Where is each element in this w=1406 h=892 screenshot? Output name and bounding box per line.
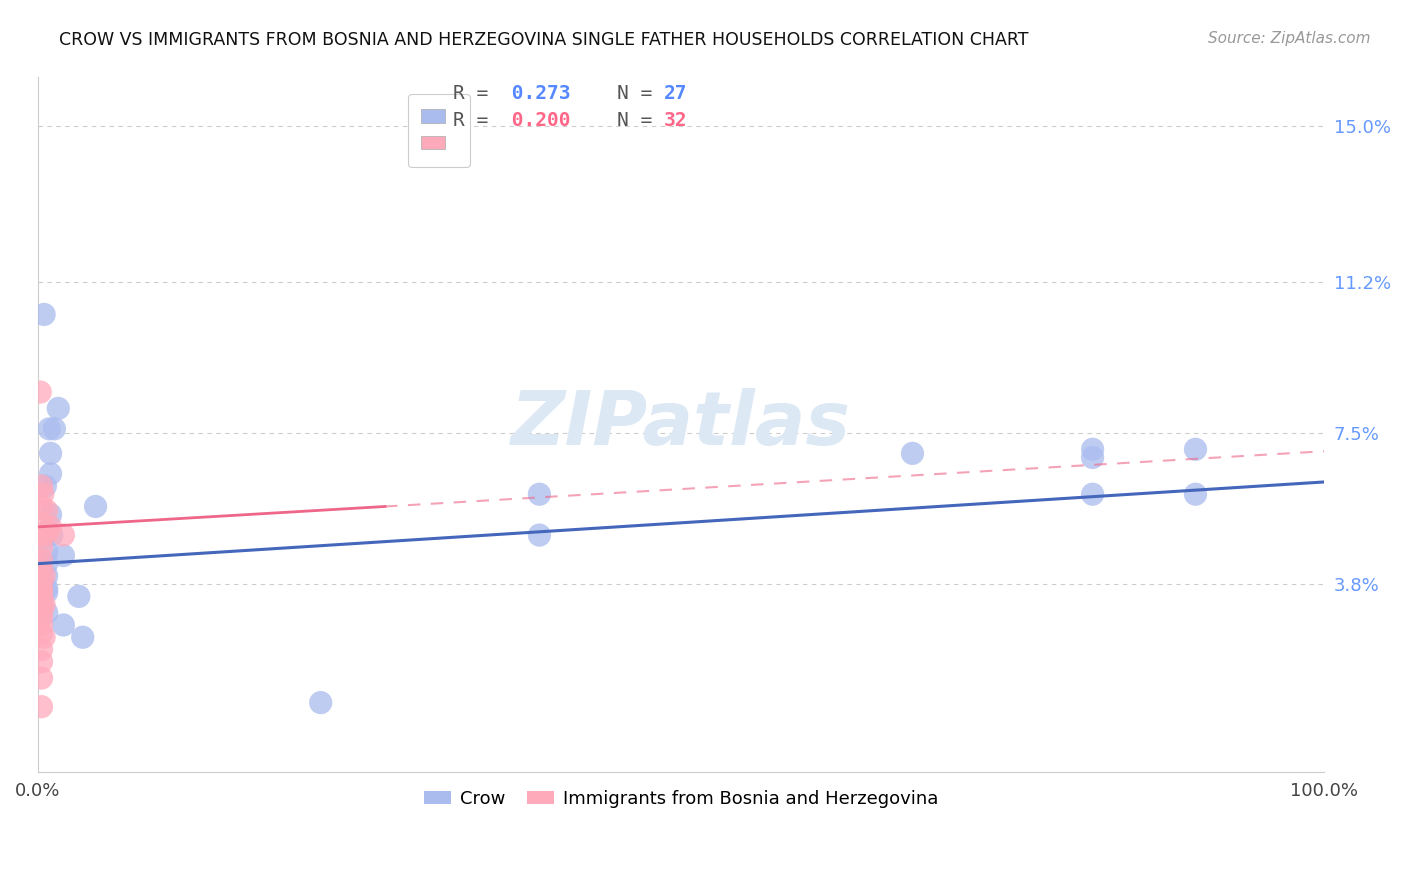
- Point: [31, 618, 53, 632]
- Point: [31, 561, 53, 575]
- Point: [31, 573, 53, 587]
- Point: [31, 606, 53, 620]
- Point: [31, 479, 53, 493]
- Point: [46, 401, 69, 416]
- Text: N =: N =: [571, 84, 664, 103]
- Point: [31, 541, 53, 555]
- Point: [31, 516, 53, 530]
- Point: [31, 528, 53, 542]
- Point: [35, 569, 58, 583]
- Point: [32, 630, 55, 644]
- Point: [44, 422, 66, 436]
- Legend: Crow, Immigrants from Bosnia and Herzegovina: Crow, Immigrants from Bosnia and Herzego…: [416, 782, 945, 815]
- Point: [35, 557, 58, 571]
- Point: [529, 528, 551, 542]
- Point: [35, 503, 58, 517]
- Point: [31, 601, 53, 615]
- Text: 32: 32: [664, 111, 688, 130]
- Point: [31, 581, 53, 595]
- Point: [52, 618, 75, 632]
- Point: [32, 528, 55, 542]
- Point: [30, 385, 52, 400]
- Text: ZIPatlas: ZIPatlas: [510, 388, 851, 461]
- Point: [31, 500, 53, 514]
- Point: [67, 590, 90, 604]
- Point: [31, 590, 53, 604]
- Point: [31, 552, 53, 566]
- Point: [31, 655, 53, 669]
- Point: [84, 500, 107, 514]
- Point: [34, 479, 56, 493]
- Point: [901, 446, 924, 460]
- Point: [72, 630, 94, 644]
- Point: [31, 626, 53, 640]
- Point: [31, 699, 53, 714]
- Point: [35, 544, 58, 558]
- Point: [1184, 487, 1206, 501]
- Point: [529, 487, 551, 501]
- Point: [31, 585, 53, 599]
- Point: [52, 549, 75, 563]
- Point: [31, 671, 53, 685]
- Point: [31, 593, 53, 607]
- Point: [1081, 487, 1104, 501]
- Text: 0.200: 0.200: [499, 111, 571, 130]
- Point: [31, 487, 53, 501]
- Point: [34, 528, 56, 542]
- Text: Source: ZipAtlas.com: Source: ZipAtlas.com: [1208, 31, 1371, 46]
- Text: 27: 27: [664, 84, 688, 103]
- Point: [39, 446, 62, 460]
- Point: [41, 528, 63, 542]
- Point: [35, 585, 58, 599]
- Point: [32, 308, 55, 322]
- Point: [37, 524, 59, 538]
- Point: [309, 696, 332, 710]
- Point: [1081, 450, 1104, 465]
- Text: N =: N =: [571, 111, 664, 130]
- Point: [39, 520, 62, 534]
- Point: [31, 609, 53, 624]
- Point: [35, 581, 58, 595]
- Point: [35, 606, 58, 620]
- Point: [1184, 442, 1206, 457]
- Text: 0.273: 0.273: [499, 84, 571, 103]
- Point: [39, 467, 62, 481]
- Text: CROW VS IMMIGRANTS FROM BOSNIA AND HERZEGOVINA SINGLE FATHER HOUSEHOLDS CORRELAT: CROW VS IMMIGRANTS FROM BOSNIA AND HERZE…: [59, 31, 1029, 49]
- Point: [31, 642, 53, 657]
- Point: [39, 508, 62, 522]
- Text: R =: R =: [453, 111, 499, 130]
- Point: [32, 598, 55, 612]
- Point: [32, 569, 55, 583]
- Point: [1081, 442, 1104, 457]
- Point: [31, 598, 53, 612]
- Point: [52, 528, 75, 542]
- Text: R =: R =: [453, 84, 499, 103]
- Point: [38, 422, 60, 436]
